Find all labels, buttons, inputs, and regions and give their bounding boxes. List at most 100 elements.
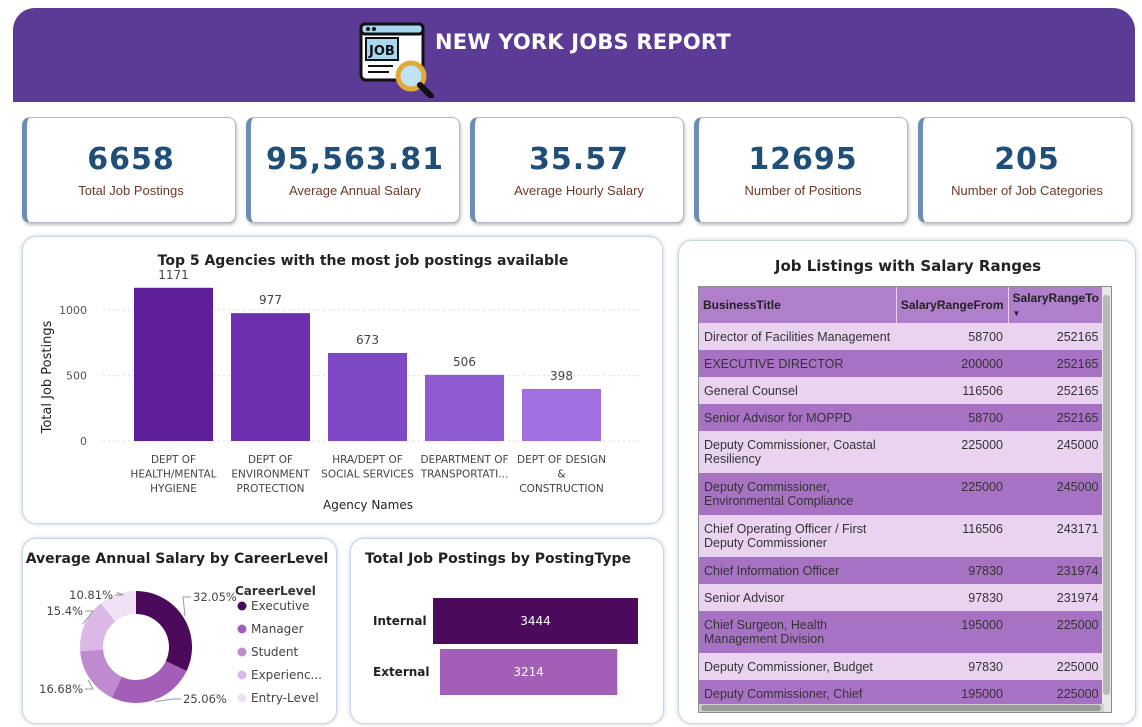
bar-data-label: 673 <box>356 333 379 347</box>
agencies-chart-title: Top 5 Agencies with the most job posting… <box>158 253 569 269</box>
donut-slice[interactable] <box>136 591 192 672</box>
legend-item-label[interactable]: Executive <box>251 599 309 613</box>
table-row[interactable]: Chief Operating Officer / First Deputy C… <box>699 515 1104 557</box>
x-tick-label: DEPT OF ENVIRONMENT PROTECTION <box>231 454 310 495</box>
x-tick-label: HRA/DEPT OF SOCIAL SERVICES <box>321 454 414 481</box>
kpi-number-of-positions[interactable]: 12695 Number of Positions <box>694 117 908 223</box>
cell-salary-from: 195000 <box>896 680 1009 707</box>
slice-data-label: 15.4% <box>46 604 83 618</box>
donut-slice[interactable] <box>100 591 136 622</box>
kpi-value: 95,563.81 <box>266 142 444 177</box>
kpi-label: Average Hourly Salary <box>514 183 644 198</box>
table-row[interactable]: Director of Facilities Management 58700 25… <box>699 323 1104 350</box>
job-icon-text: JOB <box>368 44 395 59</box>
salary-table-title: Job Listings with Salary Ranges <box>774 257 1042 275</box>
cell-salary-from: 97830 <box>896 557 1009 584</box>
scrollbar-thumb[interactable] <box>1103 295 1110 695</box>
posting-bar[interactable] <box>433 598 638 644</box>
legend-marker[interactable] <box>237 647 247 657</box>
table-row[interactable]: Senior Advisor 97830 231974 <box>699 584 1104 611</box>
table-row[interactable]: Chief Surgeon, Health Management Divisio… <box>699 611 1104 653</box>
kpi-average-hourly-salary[interactable]: 35.57 Average Hourly Salary <box>470 117 684 223</box>
cell-salary-to: 243171 <box>1008 515 1104 557</box>
agencies-chart-card[interactable]: Top 5 Agencies with the most job posting… <box>22 236 663 524</box>
donut-slice[interactable] <box>80 649 122 698</box>
cell-business-title: Deputy Commissioner, Chief <box>699 680 897 707</box>
donut-slice[interactable] <box>80 603 116 652</box>
salary-table[interactable]: BusinessTitle SalaryRangeFrom SalaryRang… <box>698 286 1112 713</box>
cell-business-title: Chief Operating Officer / First Deputy C… <box>699 515 897 557</box>
kpi-label: Number of Positions <box>744 183 862 198</box>
legend-marker[interactable] <box>237 670 247 680</box>
report-title: NEW YORK JOBS REPORT <box>435 30 731 54</box>
agencies-x-axis-label: Agency Names <box>323 498 413 512</box>
agency-bar[interactable] <box>522 388 601 441</box>
leader-line <box>85 679 94 690</box>
table-row[interactable]: Senior Advisor for MOPPD 58700 252165 <box>699 404 1104 431</box>
cell-business-title: EXECUTIVE DIRECTOR <box>699 350 897 377</box>
legend-item-label[interactable]: Manager <box>251 622 304 636</box>
table-row[interactable]: Deputy Commissioner, Coastal Resiliency 2… <box>699 431 1104 473</box>
x-tick-label: DEPT OF DESIGN & CONSTRUCTION <box>517 454 606 495</box>
sort-descending-icon[interactable]: ▼ <box>1012 309 1021 318</box>
report-header: JOB NEW YORK JOBS REPORT <box>13 8 1135 102</box>
leader-line <box>155 698 181 703</box>
cell-salary-to: 245000 <box>1008 473 1104 515</box>
table-horizontal-scrollbar[interactable] <box>699 704 1104 712</box>
agency-bar[interactable] <box>134 287 213 441</box>
cell-business-title: Deputy Commissioner, Environmental Compl… <box>699 473 897 515</box>
cell-business-title: Deputy Commissioner, Budget <box>699 653 897 680</box>
donut-slice[interactable] <box>111 661 187 703</box>
cell-salary-from: 58700 <box>896 323 1009 350</box>
table-row[interactable]: General Counsel 116506 252165 <box>699 377 1104 404</box>
y-tick-label: Internal <box>373 614 427 628</box>
cell-salary-from: 97830 <box>896 584 1009 611</box>
column-header-business-title[interactable]: BusinessTitle <box>699 287 897 323</box>
kpi-total-job-postings[interactable]: 6658 Total Job Postings <box>22 117 236 223</box>
posting-type-chart-card[interactable]: Total Job Postings by PostingType Intern… <box>350 538 664 724</box>
legend-marker[interactable] <box>237 624 247 634</box>
cell-salary-to: 225000 <box>1008 680 1104 707</box>
cell-salary-to: 252165 <box>1008 404 1104 431</box>
x-tick-label: DEPT OF HEALTH/MENTAL HYGIENE <box>130 454 216 495</box>
bar-data-label: 3214 <box>513 665 544 679</box>
career-level-chart-card[interactable]: Average Annual Salary by CareerLevel 32.… <box>22 538 337 724</box>
legend-marker[interactable] <box>237 601 247 611</box>
table-row[interactable]: Deputy Commissioner, Budget 97830 225000 <box>699 653 1104 680</box>
slice-data-label: 25.06% <box>183 692 227 706</box>
cell-business-title: Director of Facilities Management <box>699 323 897 350</box>
agency-bar[interactable] <box>231 313 310 441</box>
scrollbar-thumb[interactable] <box>701 705 1101 711</box>
legend-item-label[interactable]: Experienc... <box>251 668 322 682</box>
table-row[interactable]: Deputy Commissioner, Chief 195000 225000 <box>699 680 1104 707</box>
cell-business-title: General Counsel <box>699 377 897 404</box>
kpi-value: 12695 <box>748 142 858 177</box>
legend-item-label[interactable]: Entry-Level <box>251 691 319 705</box>
cell-salary-from: 225000 <box>896 431 1009 473</box>
table-row[interactable]: Deputy Commissioner, Environmental Compl… <box>699 473 1104 515</box>
leader-line <box>115 591 124 596</box>
kpi-label: Number of Job Categories <box>951 183 1103 198</box>
cell-business-title: Chief Surgeon, Health Management Divisio… <box>699 611 897 653</box>
career-legend-title: CareerLevel <box>235 584 316 598</box>
cell-business-title: Deputy Commissioner, Coastal Resiliency <box>699 431 897 473</box>
posting-bar[interactable] <box>440 649 618 695</box>
cell-business-title: Senior Advisor <box>699 584 897 611</box>
table-row[interactable]: EXECUTIVE DIRECTOR 200000 252165 <box>699 350 1104 377</box>
agency-bar[interactable] <box>328 352 407 441</box>
agency-bar[interactable] <box>425 374 504 441</box>
cell-salary-from: 116506 <box>896 515 1009 557</box>
legend-marker[interactable] <box>237 693 247 703</box>
legend-item-label[interactable]: Student <box>251 645 299 659</box>
table-row[interactable]: Chief Information Officer 97830 231974 <box>699 557 1104 584</box>
agencies-y-axis-label: Total Job Postings <box>40 320 55 434</box>
kpi-value: 6658 <box>87 142 175 177</box>
kpi-average-annual-salary[interactable]: 95,563.81 Average Annual Salary <box>246 117 460 223</box>
kpi-number-of-job-categories[interactable]: 205 Number of Job Categories <box>918 117 1132 223</box>
salary-table-card[interactable]: Job Listings with Salary Ranges Business… <box>678 240 1136 724</box>
bar-data-label: 1171 <box>158 268 189 282</box>
column-header-salary-to[interactable]: SalaryRangeTo ▼ <box>1008 287 1105 323</box>
cell-salary-to: 225000 <box>1008 611 1104 653</box>
column-header-salary-from[interactable]: SalaryRangeFrom <box>896 287 1009 323</box>
table-vertical-scrollbar[interactable] <box>1102 287 1111 712</box>
